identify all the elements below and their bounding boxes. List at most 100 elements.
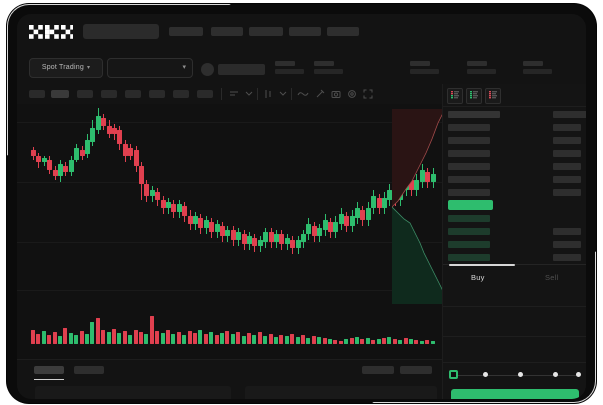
volume-bar <box>171 334 176 344</box>
candle-body <box>176 204 182 212</box>
orderbook-mode-asks-icon[interactable] <box>485 88 501 104</box>
orderbook-ask-row[interactable] <box>448 124 490 131</box>
spot-trading-button[interactable]: Spot Trading ▾ <box>29 58 103 78</box>
volume-bar <box>360 339 365 344</box>
volume-bar <box>338 341 343 344</box>
candle-body <box>47 160 53 170</box>
timeframe-2[interactable] <box>51 90 69 98</box>
bottom-card-1[interactable] <box>35 386 231 399</box>
settings-icon[interactable] <box>347 89 357 99</box>
orderbook-mode-bids-icon[interactable] <box>466 88 482 104</box>
slider-mark-50[interactable] <box>518 372 523 377</box>
fullscreen-icon[interactable] <box>363 89 373 99</box>
candle-body <box>155 192 161 200</box>
candle-body <box>425 172 431 182</box>
bottom-tab-open-orders[interactable] <box>34 366 64 374</box>
tab-sell[interactable]: Sell <box>545 273 559 282</box>
indicator-chevron-down-icon[interactable] <box>245 89 253 97</box>
timeframe-4[interactable] <box>101 90 117 98</box>
orderbook-bid-row[interactable] <box>448 254 490 261</box>
orderbook-bid-row[interactable] <box>448 215 490 222</box>
slider-mark-75[interactable] <box>553 372 558 377</box>
candlestick-series <box>17 104 442 304</box>
orderbook-bid-amount <box>553 241 581 248</box>
volume-bar <box>58 336 62 344</box>
nav-item-5[interactable] <box>327 27 359 36</box>
candle-body <box>355 208 360 218</box>
orderbook-ask-row[interactable] <box>448 137 490 144</box>
submit-buy-button[interactable] <box>451 389 579 399</box>
bottom-action-2[interactable] <box>400 366 432 374</box>
candle-body <box>230 230 236 240</box>
amount-slider-track[interactable] <box>451 375 579 376</box>
candle-body <box>263 232 269 242</box>
okx-logo[interactable] <box>29 25 73 39</box>
orderbook-ask-row[interactable] <box>448 189 490 196</box>
candle-body <box>79 150 85 156</box>
chart-type-chevron-down-icon[interactable] <box>279 89 287 97</box>
volume-bar <box>41 331 46 344</box>
pencil-tool-icon[interactable] <box>315 89 325 99</box>
amount-slider-handle[interactable] <box>449 370 458 379</box>
candle-body <box>128 148 134 156</box>
timeframe-5[interactable] <box>125 90 141 98</box>
timeframe-7[interactable] <box>173 90 189 98</box>
volume-bar <box>203 334 208 344</box>
tab-buy[interactable]: Buy <box>471 273 485 282</box>
orderbook-bid-row[interactable] <box>448 241 490 248</box>
bottom-card-2[interactable] <box>245 386 437 399</box>
nav-item-1[interactable] <box>169 27 203 36</box>
slider-mark-100[interactable] <box>576 372 581 377</box>
volume-bar <box>112 329 116 344</box>
pair-select[interactable]: ▾ <box>107 58 193 78</box>
line-tool-icon[interactable] <box>297 89 309 99</box>
candle-body <box>171 204 177 212</box>
candle-body <box>301 234 306 242</box>
orderbook-ask-amount <box>553 124 581 131</box>
candle-body <box>182 206 188 216</box>
volume-bar <box>317 337 322 344</box>
camera-icon[interactable] <box>331 89 341 99</box>
orderbook-bid-row[interactable] <box>448 228 490 235</box>
volume-bar <box>209 332 214 344</box>
market-stat-5 <box>523 61 552 74</box>
candle-body <box>409 180 414 190</box>
nav-item-3[interactable] <box>249 27 283 36</box>
candle-body <box>241 234 247 244</box>
candle-body <box>225 230 231 236</box>
bottom-tab-order-history[interactable] <box>74 366 104 374</box>
slider-mark-25[interactable] <box>483 372 488 377</box>
price-chart[interactable] <box>17 104 442 359</box>
price-field[interactable] <box>443 306 586 307</box>
indicators-icon[interactable] <box>229 89 239 99</box>
orderbook-ask-row[interactable] <box>448 111 500 118</box>
timeframe-6[interactable] <box>149 90 165 98</box>
device-frame: Spot Trading ▾ ▾ <box>7 4 596 403</box>
nav-item-4[interactable] <box>289 27 321 36</box>
volume-bar <box>122 331 127 344</box>
timeframe-3[interactable] <box>77 90 93 98</box>
candle-body <box>295 240 301 248</box>
timeframe-1[interactable] <box>29 90 45 98</box>
volume-bar <box>68 333 73 344</box>
market-stat-2 <box>314 61 343 74</box>
amount-field[interactable] <box>443 336 586 337</box>
orderbook-mode-both-icon[interactable] <box>447 88 463 104</box>
orderbook-last-price <box>448 200 493 210</box>
volume-series <box>17 304 442 344</box>
volume-bar <box>230 334 235 344</box>
total-field[interactable] <box>443 362 586 363</box>
volume-bar <box>295 337 300 344</box>
timeframe-8[interactable] <box>197 90 213 98</box>
chart-type-icon[interactable] <box>263 89 273 99</box>
orderbook-ask-row[interactable] <box>448 176 490 183</box>
orderbook-ask-row[interactable] <box>448 150 490 157</box>
bottom-action-1[interactable] <box>362 366 394 374</box>
candle-body <box>52 170 58 176</box>
market-stat-3 <box>410 61 439 74</box>
orderbook-ask-row[interactable] <box>448 163 490 170</box>
candle-body <box>430 174 436 182</box>
search-input[interactable] <box>83 24 159 39</box>
nav-item-2[interactable] <box>211 27 243 36</box>
candle-body <box>117 130 123 144</box>
